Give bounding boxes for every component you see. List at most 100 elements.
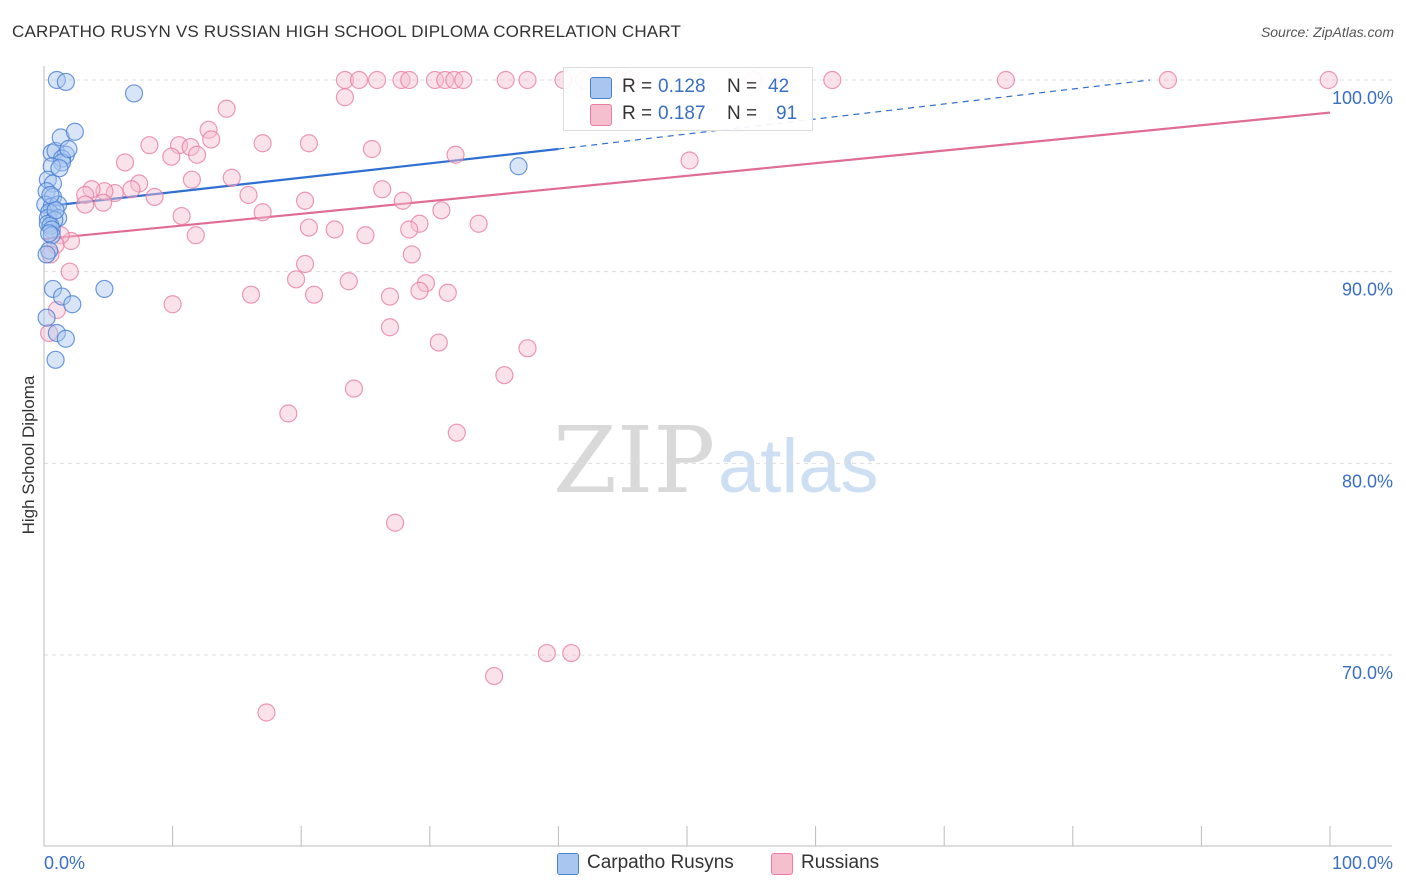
russian-point (217, 99, 236, 118)
carpatho-rusyn-point (59, 139, 78, 159)
series-legend-label: Carpatho Rusyns (587, 852, 734, 873)
russian-point (1319, 70, 1338, 90)
carpatho-rusyn-point (41, 185, 60, 205)
carpatho-rusyn-point (50, 159, 69, 178)
russian-point (385, 513, 405, 532)
russian-point (362, 139, 382, 159)
russian-point (380, 318, 400, 337)
carpatho-rusyn-point (37, 245, 56, 264)
russian-point (438, 283, 457, 302)
y-tick-label: 90.0% (1342, 280, 1393, 300)
russian-point (286, 270, 306, 289)
russian-point (432, 201, 451, 220)
trend-lines (43, 79, 1331, 241)
russian-point (446, 145, 465, 164)
carpatho-rusyn-point (63, 295, 82, 314)
carpatho-rusyn-point (37, 308, 56, 327)
carpatho-rusyn-point (56, 72, 75, 92)
russian-point (562, 643, 581, 663)
carpatho-rusyn-point (509, 157, 528, 176)
russian-point (325, 220, 344, 239)
russian-point (447, 423, 466, 442)
russian-point (239, 185, 258, 205)
data-points (36, 70, 1338, 722)
y-tick-label: 80.0% (1342, 471, 1393, 491)
russian-point (425, 70, 445, 90)
legend-n-label: N = (727, 76, 758, 97)
russian-point (94, 193, 113, 212)
russian-point (454, 70, 473, 90)
carpatho-rusyn-point (52, 287, 72, 306)
russian-point (299, 134, 319, 153)
series-legend-label: Russians (801, 852, 880, 873)
carpatho-rusyn-point (46, 350, 65, 369)
carpatho-rusyn-point (42, 226, 61, 245)
legend-n-value: 42 (768, 76, 790, 97)
legend-swatch-blue (557, 853, 579, 875)
carpatho-rusyn-trend-line (43, 147, 559, 208)
legend-swatch-pink (771, 853, 793, 875)
russian-point (469, 214, 488, 233)
legend-r-value: 0.128 (658, 76, 706, 97)
legend-row-russians: R = 0.187 N = 91 (564, 101, 812, 127)
watermark-atlas: atlas (718, 424, 879, 509)
russian-point (162, 147, 181, 166)
russian-point (518, 70, 537, 90)
russian-point (253, 203, 272, 222)
carpatho-rusyn-trend-extension (558, 79, 1151, 150)
carpatho-rusyn-point (56, 329, 75, 348)
russian-point (496, 70, 515, 90)
russian-point (257, 703, 276, 722)
russian-point (202, 130, 221, 149)
source-label: Source: ZipAtlas.com (1260, 24, 1394, 40)
russian-point (996, 70, 1016, 90)
axes (43, 66, 1392, 847)
russian-point (335, 88, 355, 107)
carpatho-rusyn-point (47, 323, 66, 343)
russian-point (187, 145, 207, 164)
russian-point (76, 195, 95, 214)
russian-point (279, 404, 298, 423)
legend-swatch-blue (590, 77, 612, 99)
russian-point (295, 254, 315, 274)
axis-labels: 70.0% 80.0% 90.0% 100.0% 0.0% 100.0% High Scho… (19, 88, 1393, 873)
russian-point (76, 185, 95, 205)
russian-point (339, 272, 358, 291)
legend-n-label: N = (727, 103, 758, 124)
russian-point (373, 180, 392, 199)
russian-point (356, 226, 375, 245)
russian-point (410, 214, 429, 233)
russian-point (60, 262, 79, 281)
x-tick-label: 100.0% (1332, 853, 1393, 873)
russian-point (400, 220, 419, 239)
russian-point (344, 379, 364, 398)
russian-point (537, 643, 556, 663)
russian-point (145, 187, 164, 207)
chart-title: CARPATHO RUSYN VS RUSSIAN HIGH SCHOOL DI… (12, 22, 682, 41)
russian-point (518, 339, 537, 358)
carpatho-rusyn-point (124, 84, 144, 103)
russian-point (140, 136, 159, 155)
russian-point (400, 70, 419, 90)
carpatho-rusyn-point (47, 70, 66, 90)
russian-point (1158, 70, 1178, 90)
russian-point (122, 180, 141, 199)
carpatho-rusyn-point (40, 224, 59, 243)
russian-point (241, 285, 261, 304)
russian-point (410, 281, 429, 300)
russian-point (115, 153, 135, 172)
legend-r-label: R = (622, 76, 653, 97)
carpatho-rusyn-point (65, 122, 84, 141)
russian-point (295, 191, 315, 210)
russian-point (393, 191, 412, 210)
russian-point (380, 287, 400, 306)
russian-point (222, 168, 241, 187)
russian-point (402, 245, 421, 264)
y-tick-label: 100.0% (1332, 88, 1393, 108)
russian-point (299, 218, 319, 237)
russian-point (182, 170, 201, 189)
russian-point (186, 226, 205, 245)
russian-point (392, 70, 411, 90)
watermark-zip: ZIP (553, 407, 715, 514)
